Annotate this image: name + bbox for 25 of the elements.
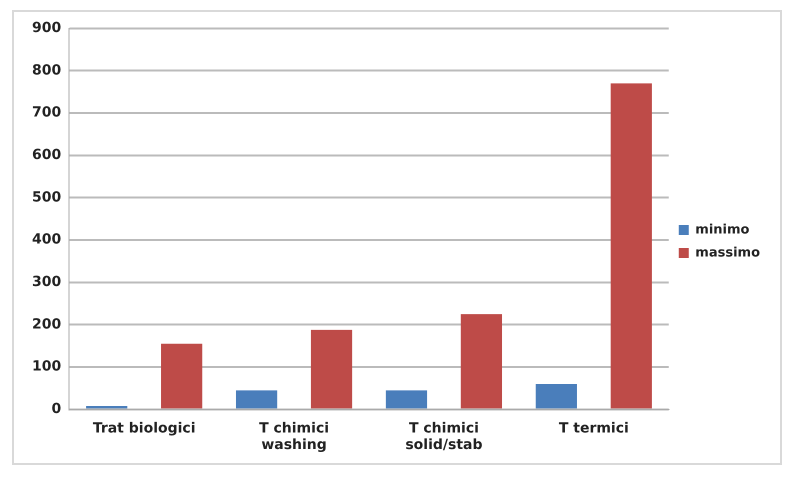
y-tick-label: 500: [32, 189, 62, 206]
y-tick-label: 600: [32, 147, 62, 164]
bar: [386, 390, 428, 408]
y-tick-label: 900: [32, 20, 62, 36]
bar: [536, 384, 577, 408]
y-tick-label: 300: [32, 274, 62, 290]
y-tick-label: 0: [51, 401, 62, 418]
y-tick-label: 800: [32, 62, 62, 78]
y-tick-label: 100: [32, 358, 62, 375]
bar: [310, 330, 352, 408]
category-label: T chimici: [408, 420, 479, 436]
category-label: T chimici: [259, 420, 330, 436]
bar: [161, 344, 202, 408]
legend-label: massimo: [695, 245, 760, 260]
bar: [236, 390, 278, 408]
category-label: Trat biologici: [92, 420, 196, 436]
category-label: washing: [261, 437, 327, 454]
y-tick-label: 200: [32, 316, 62, 332]
legend-label: minimo: [695, 222, 750, 238]
bar: [460, 314, 502, 408]
category-label: T termici: [558, 420, 629, 436]
category-label: solid/stab: [405, 437, 483, 454]
y-tick-label: 700: [32, 104, 62, 121]
bar: [610, 83, 652, 408]
y-tick-label: 400: [32, 232, 62, 248]
